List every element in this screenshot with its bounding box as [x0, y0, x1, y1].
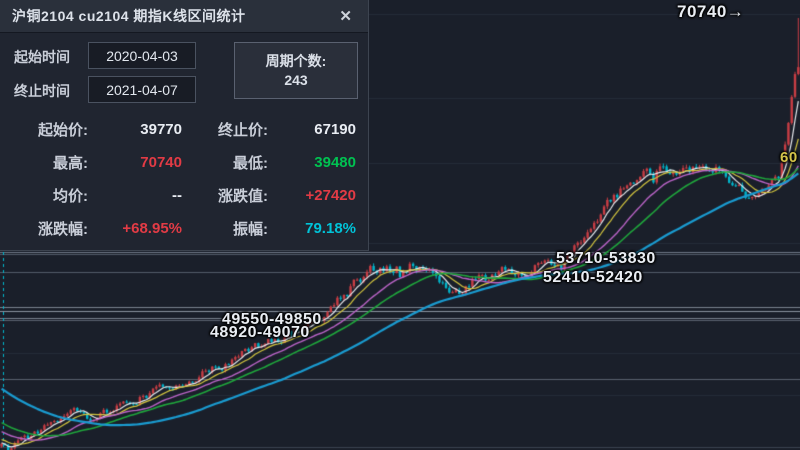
start-time-input[interactable] — [88, 42, 196, 69]
close-icon[interactable]: ✕ — [339, 8, 352, 25]
price-range-label: 53710-53830 — [556, 250, 656, 267]
stat-label: 终止价: — [218, 122, 268, 139]
dialog-body: 起始时间 终止时间 周期个数: 243 起始价: 39770 终止价: 6719… — [0, 33, 368, 249]
stat-label: 涨跌值: — [218, 188, 268, 205]
dialog-title: 沪铜2104 cu2104 期指K线区间统计 — [12, 8, 246, 24]
stat-label: 最高: — [53, 155, 88, 172]
end-time-label: 终止时间 — [14, 83, 70, 99]
stat-value: 39770 — [140, 121, 182, 138]
stat-label: 涨跌幅: — [38, 221, 88, 238]
price-range-label: 52410-52420 — [543, 269, 643, 286]
kline-statistics-dialog: 沪铜2104 cu2104 期指K线区间统计 ✕ 起始时间 终止时间 周期个数:… — [0, 0, 369, 251]
end-time-input[interactable] — [88, 76, 196, 103]
dialog-titlebar[interactable]: 沪铜2104 cu2104 期指K线区间统计 ✕ — [0, 0, 368, 33]
stat-label: 振幅: — [233, 221, 268, 238]
stat-label: 起始价: — [38, 122, 88, 139]
period-count-label: 周期个数: — [265, 52, 327, 69]
stat-label: 均价: — [53, 188, 88, 205]
stat-value: 79.18% — [305, 220, 356, 237]
high-price-label: 70740→ — [677, 2, 745, 21]
stat-value: 39480 — [314, 154, 356, 171]
stat-value: 67190 — [314, 121, 356, 138]
statistics-grid: 起始价: 39770 终止价: 67190 最高: 70740 最低: 3948… — [0, 113, 368, 245]
period-count-box[interactable]: 周期个数: 243 — [234, 42, 358, 99]
price-range-label: 49550-49850 — [222, 311, 322, 328]
price-range-label: 48920-49070 — [210, 324, 310, 341]
period-count-value: 243 — [284, 71, 308, 88]
stat-value: -- — [172, 187, 182, 204]
stat-label: 最低: — [233, 155, 268, 172]
stat-value: 70740 — [140, 154, 182, 171]
stat-value: +27420 — [305, 187, 356, 204]
start-time-label: 起始时间 — [14, 49, 70, 65]
partial-price-label: 60 — [780, 149, 798, 166]
stat-value: +68.95% — [122, 220, 182, 237]
